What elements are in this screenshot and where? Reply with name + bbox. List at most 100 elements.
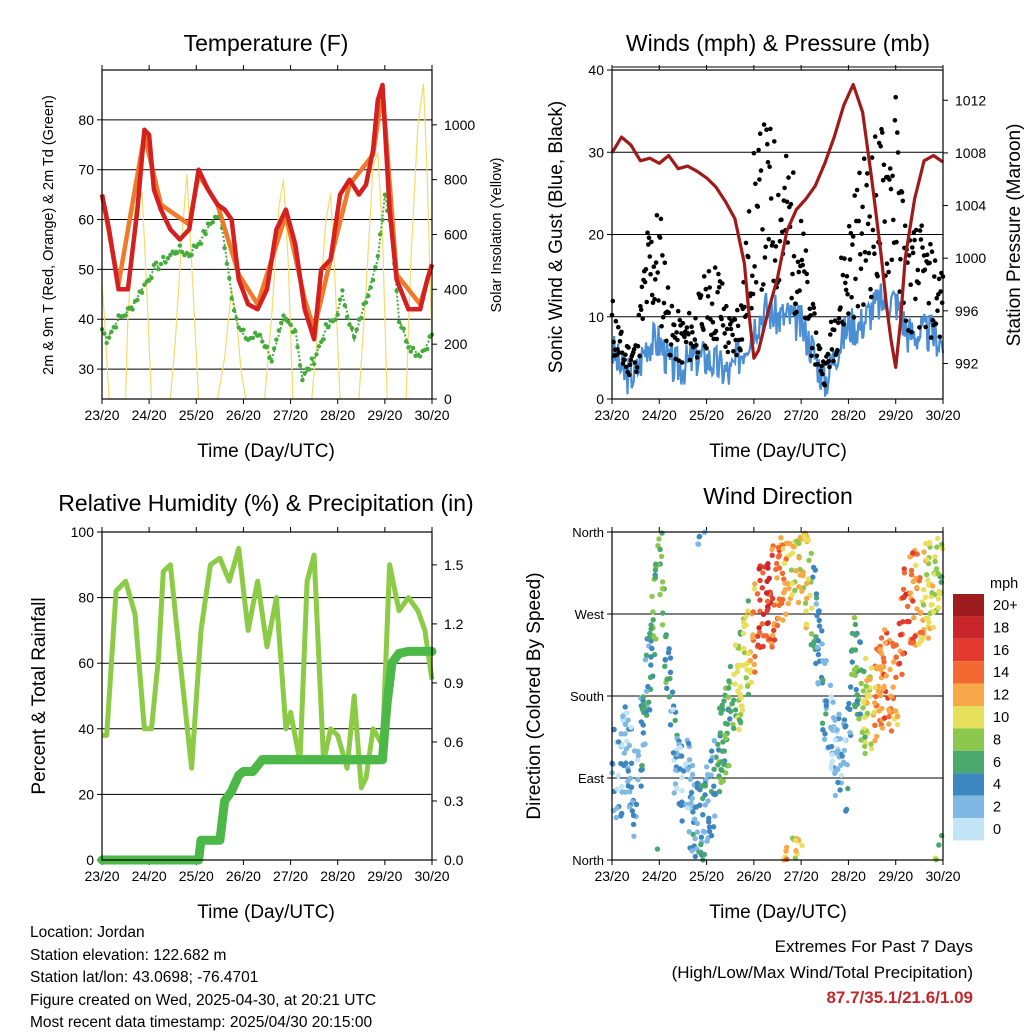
- direction-point: [688, 800, 694, 806]
- direction-point: [630, 812, 637, 819]
- gust-point: [788, 201, 794, 207]
- direction-point: [731, 697, 737, 703]
- direction-point: [830, 715, 837, 721]
- dewpoint-point: [382, 192, 388, 197]
- temperature-xtick-label: 27/20: [273, 407, 308, 423]
- direction-point: [816, 608, 822, 614]
- gust-point: [915, 267, 921, 273]
- direction-point: [764, 598, 771, 604]
- station-info: Location: Jordan Station elevation: 122.…: [30, 922, 376, 1035]
- dewpoint-point: [311, 361, 317, 367]
- direction-point: [934, 544, 940, 550]
- direction-point: [677, 766, 683, 772]
- direction-point: [774, 560, 780, 567]
- direction-point: [698, 834, 705, 840]
- direction-point: [841, 717, 848, 723]
- direction-point: [820, 677, 826, 683]
- direction-point: [856, 716, 862, 722]
- gust-point: [829, 347, 835, 352]
- gust-point: [720, 281, 725, 286]
- direction-point: [734, 669, 741, 675]
- direction-point: [662, 633, 669, 640]
- direction-point: [910, 598, 916, 604]
- gust-point: [645, 230, 650, 235]
- gust-point: [835, 347, 840, 353]
- humidity-frame: [101, 531, 433, 861]
- solar-insolation-line: [101, 83, 433, 400]
- station-latlon: Station lat/lon: 43.0698; -76.4701: [30, 969, 259, 986]
- gust-point: [649, 292, 655, 298]
- direction-point: [760, 570, 766, 576]
- gust-point: [872, 251, 877, 256]
- direction-point: [892, 708, 899, 714]
- gust-point: [872, 134, 878, 139]
- gust-point: [891, 217, 896, 223]
- gust-point: [881, 162, 887, 168]
- direction-point: [764, 578, 770, 585]
- direction-point: [925, 577, 931, 584]
- direction-point: [820, 727, 826, 733]
- gust-point: [828, 319, 834, 325]
- direction-point: [658, 553, 665, 560]
- gust-point: [913, 296, 918, 302]
- gust-point: [761, 282, 766, 287]
- temperature-y2tick-label: 600: [444, 227, 468, 243]
- direction-point: [858, 737, 864, 743]
- gust-point: [838, 305, 843, 310]
- gust-point: [934, 295, 939, 301]
- gust-point: [890, 173, 895, 179]
- direction-point: [797, 572, 803, 578]
- direction-point: [769, 546, 775, 553]
- direction-point: [803, 608, 809, 614]
- direction-point: [862, 750, 868, 757]
- direction-point: [618, 813, 624, 819]
- temperature-ytick-label: 70: [78, 162, 94, 178]
- dewpoint-point: [123, 313, 128, 318]
- direction-point: [757, 597, 763, 603]
- humidity-ytick-label: 80: [78, 590, 94, 606]
- direction-point: [819, 628, 825, 634]
- gust-point: [785, 240, 790, 245]
- gust-point: [822, 383, 828, 388]
- direction-point: [648, 654, 654, 660]
- gust-point: [668, 352, 673, 358]
- gust-point: [791, 170, 796, 175]
- colorbar-swatch: [953, 818, 984, 841]
- gust-point: [819, 363, 824, 369]
- direction-point: [618, 731, 624, 737]
- gust-point: [679, 360, 685, 365]
- direction-point: [704, 764, 710, 770]
- gust-point: [634, 369, 639, 375]
- dewpoint-point: [267, 355, 272, 360]
- speed-colorbar: mph 20+ 18 16 14 12 10 8 6 4 2 0: [953, 576, 1018, 841]
- direction-point: [914, 606, 920, 612]
- gust-point: [777, 238, 783, 244]
- dewpoint-point: [139, 290, 145, 295]
- gust-point: [693, 315, 698, 321]
- direction-point: [905, 603, 911, 610]
- direction-point: [808, 550, 814, 557]
- winds-xtick-label: 28/20: [831, 407, 866, 423]
- gust-point: [910, 245, 915, 250]
- temperature-xtick-label: 25/20: [179, 407, 214, 423]
- colorbar-label: 14: [993, 665, 1009, 681]
- gust-point: [622, 357, 627, 363]
- gust-point: [845, 291, 850, 297]
- gust-point: [682, 334, 687, 340]
- temperature-ytick-label: 40: [78, 311, 94, 327]
- direction-point: [743, 675, 749, 681]
- gust-point: [831, 327, 837, 333]
- direction-point: [794, 538, 800, 544]
- colorbar-swatch: [953, 795, 984, 818]
- direction-point: [697, 802, 703, 808]
- temperature-ylabel-right: Solar Insolation (Yellow): [489, 157, 505, 312]
- gust-point: [800, 262, 805, 268]
- direction-point: [872, 685, 878, 691]
- gust-point: [750, 291, 756, 297]
- gust-point: [835, 320, 841, 326]
- direction-point: [828, 694, 834, 700]
- gust-point: [738, 347, 743, 353]
- direction-point: [881, 659, 887, 665]
